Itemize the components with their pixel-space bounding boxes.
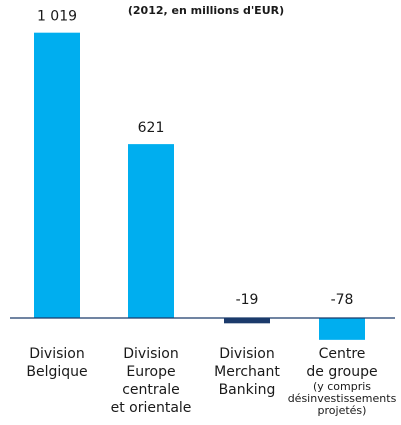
chart-title: (2012, en millions d'EUR) [128, 4, 284, 17]
value-label: -78 [331, 292, 354, 308]
x-tick-label: Division Merchant Banking [214, 346, 280, 398]
value-label: -19 [236, 292, 259, 308]
value-label: 1 019 [37, 9, 77, 25]
bar [224, 318, 270, 324]
bar [128, 144, 174, 318]
value-label: 621 [138, 120, 165, 136]
bar [34, 32, 80, 319]
x-tick-label: Division Europe centrale et orientale [111, 346, 192, 416]
x-tick-label: Division Belgique [26, 346, 87, 380]
bar [319, 318, 365, 340]
category-note: (y compris désinvestissements projetés) [288, 380, 397, 417]
x-tick-label: Centre de groupe [306, 346, 377, 380]
